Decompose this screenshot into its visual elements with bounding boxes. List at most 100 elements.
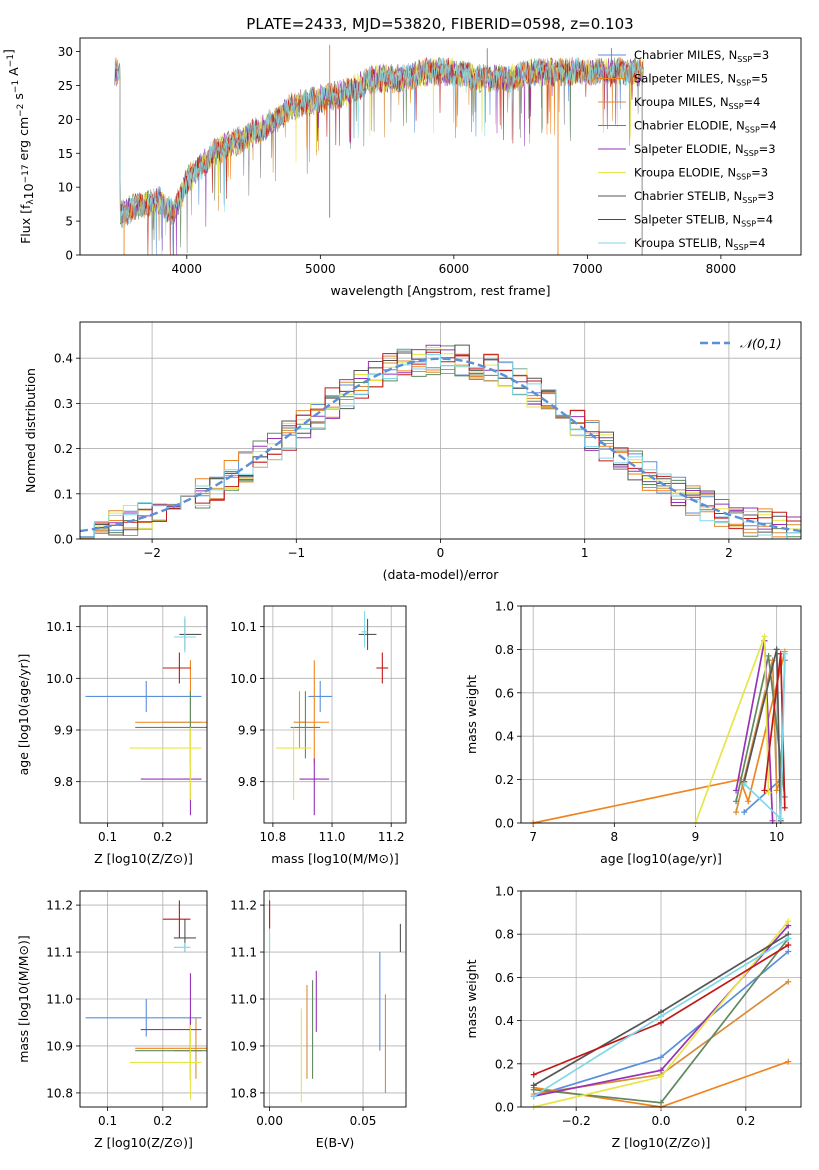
errorbar-point: [361, 611, 368, 648]
x-tick-label: 7000: [572, 262, 603, 276]
axes-frame: [79, 321, 802, 540]
weight-marker: [741, 780, 748, 787]
weight-marker: [777, 815, 784, 822]
y-tick-label: 0.8: [495, 928, 514, 942]
age-vs-Z-panel: 0.1 0.2 9.8 9.9 10.0 10.1 Z [log10(Z/Z⊙)] age […: [16, 605, 208, 866]
weight-marker: [658, 1054, 664, 1061]
weight-marker: [658, 1099, 664, 1106]
weight-marker: [773, 646, 780, 653]
y-tick-label: 11.1: [230, 946, 257, 960]
weight-series: [735, 660, 782, 813]
weight-marker: [530, 1071, 537, 1078]
errorbar-point: [140, 973, 202, 1053]
y-tick-label: 15: [58, 147, 73, 161]
weight-marker: [785, 935, 792, 942]
weight-marker: [785, 918, 792, 925]
y-tick-label: 30: [58, 45, 73, 59]
x-tick-label: 0.1: [98, 830, 117, 844]
y-tick-label: 0.0: [495, 817, 514, 831]
x-axis-label: Z [log10(Z/Z⊙)]: [612, 1135, 711, 1150]
weight-marker: [658, 1067, 664, 1074]
x-tick-label: 1: [581, 546, 589, 560]
y-tick-label: 11.1: [46, 946, 73, 960]
x-tick-label: 0.2: [153, 1114, 172, 1128]
weight-vs-age-panel: 7 8 9 10 0.0 0.2 0.4 0.6 0.8 1.0 age [log10(age/yr…: [464, 600, 802, 866]
errorbar-point: [162, 652, 191, 684]
errorbar-point: [140, 758, 202, 816]
axes-frame: [520, 890, 802, 1108]
y-axis-label: mass [log10(M/M⊙)]: [16, 935, 31, 1063]
axes-frame: [263, 890, 407, 1108]
y-tick-label: 0.2: [54, 442, 73, 456]
x-tick-label: 0.0: [651, 1114, 670, 1128]
y-tick-label: 10.0: [230, 672, 257, 686]
errorbar-point: [299, 758, 330, 816]
mass-vs-Z-panel: 0.1 0.2 10.8 10.9 11.0 11.1 11.2 Z [log10(Z/Z⊙)…: [16, 890, 208, 1150]
weight-marker: [733, 798, 740, 805]
y-tick-label: 10.8: [46, 1086, 73, 1100]
x-tick-label: 8: [611, 830, 619, 844]
y-tick-label: 0.6: [495, 686, 514, 700]
x-axis-label: Z [log10(Z/Z⊙)]: [94, 1135, 193, 1150]
x-tick-label: 10: [769, 830, 784, 844]
y-tick-label: 1.0: [495, 600, 514, 614]
spectrum-lines: [114, 44, 644, 255]
weight-vs-Z-panel: −0.2 0.0 0.2 0.0 0.2 0.4 0.6 0.8 1.0 Z [log10(Z/Z…: [464, 885, 802, 1150]
x-tick-label: 11.0: [319, 830, 346, 844]
weight-marker: [741, 809, 748, 816]
y-tick-label: 0.4: [495, 1014, 514, 1028]
x-axis-label: age [log10(age/yr)]: [600, 851, 722, 866]
weight-marker: [530, 1082, 537, 1089]
y-tick-label: 0.2: [495, 773, 514, 787]
y-tick-label: 10.1: [230, 620, 257, 634]
x-tick-label: 9: [692, 830, 700, 844]
weight-marker: [733, 809, 740, 816]
errorbar-point: [129, 1024, 202, 1100]
legend: Chabrier MILES, NSSP=3 Salpeter MILES, NS…: [598, 48, 777, 252]
y-tick-label: 10.0: [46, 672, 73, 686]
y-tick-label: 0.8: [495, 643, 514, 657]
histograms: [80, 344, 801, 539]
residuals-panel: −2 −1 0 1 2 0.0 0.1 0.2 0.3 0.4 (data-model)/error…: [23, 321, 802, 582]
x-tick-label: −1: [287, 546, 305, 560]
weight-marker: [658, 1073, 664, 1080]
y-axis-label: mass weight: [464, 959, 479, 1038]
x-tick-label: 0.1: [98, 1114, 117, 1128]
errorbar-point: [85, 680, 202, 712]
y-tick-label: 0: [65, 249, 73, 263]
spectrum-panel: 4000 5000 6000 7000 8000 0 5 10 15 20 25 30 waveleng…: [1, 37, 802, 298]
grid: [80, 606, 207, 823]
errorbar-point: [162, 691, 202, 749]
y-tick-label: 11.2: [46, 899, 73, 913]
weight-marker: [773, 787, 780, 794]
x-tick-label: 0.00: [256, 1114, 283, 1128]
errorbar-point: [293, 691, 306, 749]
y-tick-label: 1.0: [495, 885, 514, 899]
y-tick-label: 10.9: [230, 1039, 257, 1053]
y-tick-label: 0.4: [54, 352, 73, 366]
errorbar-point: [290, 691, 321, 759]
x-tick-label: −0.2: [562, 1114, 591, 1128]
weight-marker: [785, 948, 792, 955]
x-tick-label: −2: [143, 546, 161, 560]
y-tick-label: 10.8: [230, 1086, 257, 1100]
x-tick-label: 0.2: [736, 1114, 755, 1128]
x-axis-label: mass [log10(M/M⊙)]: [271, 851, 399, 866]
y-tick-label: 9.8: [238, 775, 257, 789]
legend-label: Kroupa MILES, NSSP=4: [634, 95, 760, 111]
legend-label: Salpeter MILES, NSSP=5: [634, 72, 768, 88]
mass-vs-ebv-panel: 0.00 0.05 10.8 10.9 11.0 11.1 11.2 E(B-V): [230, 890, 407, 1150]
weight-marker: [785, 978, 792, 985]
y-tick-label: 20: [58, 113, 73, 127]
axes-frame: [79, 605, 208, 824]
axes-frame: [263, 605, 407, 824]
y-tick-label: 11.0: [46, 993, 73, 1007]
axes-frame: [79, 37, 802, 256]
legend-label: Chabrier STELIB, NSSP=3: [634, 189, 774, 205]
x-tick-label: 0.2: [153, 830, 172, 844]
x-tick-label: 2: [725, 546, 733, 560]
x-axis-label: Z [log10(Z/Z⊙)]: [94, 851, 193, 866]
y-axis-label: Flux [fλ10−17 erg cm−2 s−1 A−1]: [1, 49, 36, 244]
x-tick-label: 8000: [706, 262, 737, 276]
legend-label: Chabrier ELODIE, NSSP=4: [634, 119, 777, 135]
